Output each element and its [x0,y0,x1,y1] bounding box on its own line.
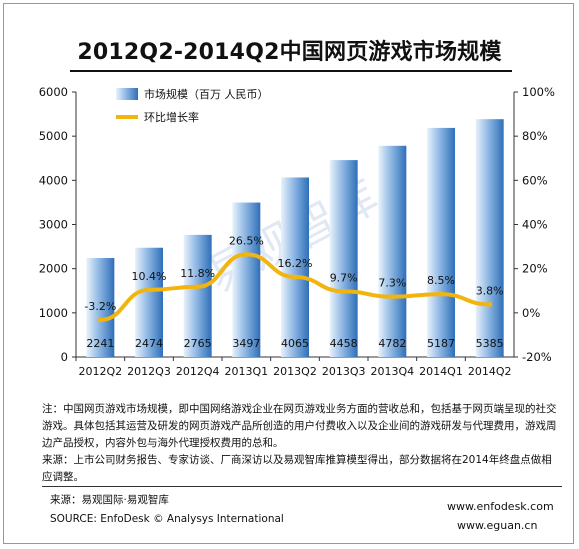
x-tick-label: 2013Q2 [273,365,317,378]
bar [232,202,261,357]
bar [378,145,407,357]
x-tick-label: 2013Q4 [371,365,415,378]
growth-rate-label: 3.8% [476,284,504,297]
growth-rate-label: 9.7% [330,271,358,284]
left-tick-label: 4000 [39,173,68,187]
left-tick-label: 6000 [39,85,68,99]
bar-value-label: 2474 [135,337,163,350]
growth-rate-point [97,317,103,323]
right-tick-label: 20% [522,262,548,276]
growth-rate-label: 11.8% [180,267,215,280]
growth-rate-label: 8.5% [427,274,455,287]
bar-value-label: 5187 [427,337,455,350]
x-tick-label: 2014Q2 [468,365,512,378]
x-tick-label: 2013Q1 [225,365,269,378]
bar [281,177,309,357]
legend-bar-swatch [116,88,138,100]
legend-line-label: 环比增长率 [144,110,199,124]
bar-value-label: 5385 [476,337,504,350]
growth-rate-point [146,287,152,293]
bar [475,119,504,357]
right-tick-label: 80% [522,129,548,143]
right-tick-label: 0% [522,306,540,320]
note-definition: 注：中国网页游戏市场规模，即中国网络游戏企业在网页游戏业务方面的营收总和，包括基… [42,403,557,449]
x-tick-label: 2013Q3 [322,365,366,378]
legend-bar-label: 市场规模（百万 人民币） [144,87,269,101]
growth-rate-point [389,294,395,300]
growth-rate-label: 7.3% [378,277,406,290]
growth-rate-point [195,284,201,290]
x-tick-label: 2012Q3 [127,365,171,378]
growth-rate-point [243,251,249,257]
left-tick-label: 3000 [39,218,68,232]
right-tick-label: 60% [522,173,548,187]
right-tick-label: -20% [522,350,552,364]
website-enfodesk[interactable]: www.enfodesk.com [447,500,554,513]
chart-notes: 注：中国网页游戏市场规模，即中国网络游戏企业在网页游戏业务方面的营收总和，包括基… [42,401,562,486]
note-source: 来源：上市公司财务报告、专家访谈、厂商深访以及易观智库推算模型得出，部分数据将在… [42,454,552,483]
right-tick-label: 100% [522,85,555,99]
left-tick-label: 0 [61,350,68,364]
growth-rate-line [98,252,492,322]
chart-title: 2012Q2-2014Q2中国网页游戏市场规模 [77,40,502,65]
website-eguan[interactable]: www.eguan.cn [457,519,538,532]
bar [329,160,358,357]
growth-rate-point [438,291,444,297]
growth-rate-point [292,274,298,280]
bar-value-label: 4458 [330,337,358,350]
bar-value-label: 3497 [232,337,260,350]
bar [135,247,163,357]
bar [427,127,455,357]
growth-rate-label: 26.5% [229,234,264,247]
bar [86,258,115,357]
bar-value-label: 2765 [184,337,212,350]
x-tick-label: 2012Q2 [79,365,123,378]
growth-rate-point [341,288,347,294]
growth-rate-label: -3.2% [84,300,116,313]
bar-value-label: 2241 [86,337,114,350]
left-tick-label: 1000 [39,306,68,320]
bar-value-label: 4065 [281,337,309,350]
left-tick-label: 2000 [39,262,68,276]
growth-rate-point [487,301,493,307]
x-tick-label: 2012Q4 [176,365,220,378]
right-tick-label: 40% [522,218,548,232]
x-tick-label: 2014Q1 [419,365,463,378]
footer-divider [42,486,562,487]
title-underline [70,70,512,72]
growth-rate-label: 16.2% [278,257,313,270]
bar-value-label: 4782 [378,337,406,350]
left-tick-label: 5000 [39,129,68,143]
source-en: SOURCE: EnfoDesk © Analysys Internationa… [50,513,284,525]
bar [183,234,212,357]
growth-rate-label: 10.4% [132,270,167,283]
source-cn: 来源：易观国际·易观智库 [50,494,169,506]
bar-line-chart: 易观智库 0100020003000400050006000-20%0%20%4… [39,85,555,378]
